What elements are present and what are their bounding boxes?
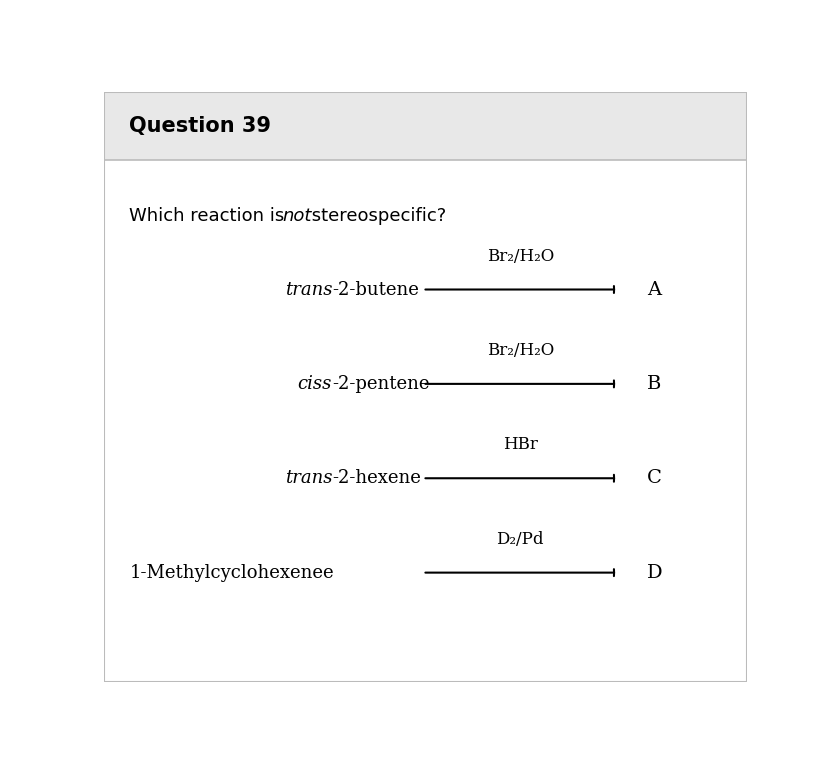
Text: D: D xyxy=(647,564,663,581)
Text: ciss: ciss xyxy=(298,375,332,393)
Text: C: C xyxy=(647,470,662,487)
Text: A: A xyxy=(647,280,662,299)
Text: 1-Methylcyclohexenee: 1-Methylcyclohexenee xyxy=(129,564,334,581)
Text: HBr: HBr xyxy=(503,437,538,453)
Text: Br₂/H₂O: Br₂/H₂O xyxy=(486,247,554,265)
Text: -2-butene: -2-butene xyxy=(332,280,419,299)
Text: B: B xyxy=(647,375,662,393)
Text: Br₂/H₂O: Br₂/H₂O xyxy=(486,342,554,359)
Text: stereospecific?: stereospecific? xyxy=(306,207,447,224)
Text: -2-hexene: -2-hexene xyxy=(332,470,421,487)
Bar xyxy=(104,160,747,682)
Text: trans: trans xyxy=(285,280,332,299)
Text: Which reaction is: Which reaction is xyxy=(129,207,290,224)
Text: D₂/Pd: D₂/Pd xyxy=(496,531,544,548)
Text: trans: trans xyxy=(285,470,332,487)
Text: not: not xyxy=(282,207,312,224)
Bar xyxy=(104,92,747,160)
Text: Question 39: Question 39 xyxy=(129,116,271,136)
Text: -2-pentene: -2-pentene xyxy=(332,375,430,393)
